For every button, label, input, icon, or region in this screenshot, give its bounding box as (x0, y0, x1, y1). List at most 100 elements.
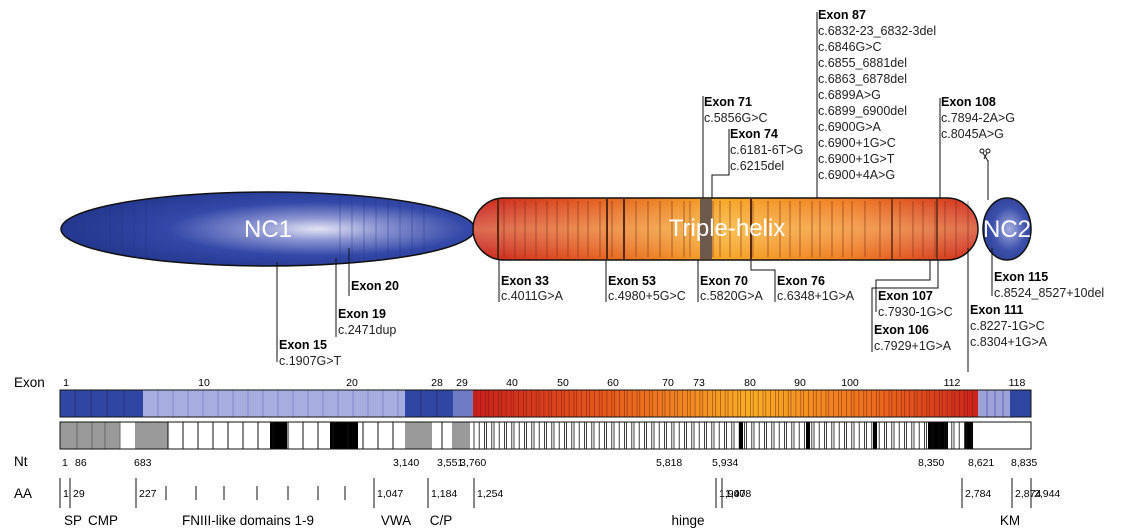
exon-tick-label: 60 (607, 377, 619, 389)
segment-bar (59, 421, 1032, 450)
exon-tick-label: 80 (744, 377, 756, 389)
variant: c.6846G>C (818, 40, 882, 54)
mutation-exon-111: Exon 111 c.8227-1G>C c.8304+1G>A (970, 303, 1048, 349)
exon-label: Exon 19 (338, 307, 386, 321)
mutation-exon-33: Exon 33 c.4011G>A (501, 274, 564, 303)
exon-tick-label: 1 (63, 377, 69, 389)
mutation-exon-71: Exon 71 c.5856G>C (704, 95, 768, 125)
variant: c.8045A>G (941, 127, 1004, 141)
aa-tick-label: 2,784 (965, 488, 991, 500)
variant: c.6855_6881del (818, 56, 907, 70)
exon-label: Exon 87 (818, 8, 866, 22)
exon-tick-labels: 1 10 20 28 29 40 50 60 70 73 80 90 100 112 118 (63, 377, 1025, 389)
variant: c.8304+1G>A (970, 335, 1048, 349)
variant: c.6900+1G>C (818, 136, 896, 150)
variant: c.4980+5G>C (608, 289, 686, 303)
exon-tick-label: 29 (456, 377, 468, 389)
aa-tick-label: 1,978 (725, 488, 751, 500)
exon-label: Exon 33 (501, 274, 549, 288)
aa-tick-label: 1 (63, 488, 69, 500)
variant: c.2471dup (338, 323, 396, 337)
exon-label: Exon 107 (878, 289, 933, 303)
nc2-domain (982, 197, 1032, 261)
variant: c.6348+1G>A (777, 289, 855, 303)
exon-bar (59, 389, 1032, 418)
domain-label: C/P (430, 513, 453, 528)
domain-label: hinge (671, 513, 704, 528)
variant: c.6900G>A (818, 120, 882, 134)
variant: c.1907G>T (279, 354, 342, 368)
exon-row-label: Exon (14, 375, 45, 390)
mutation-exon-106: Exon 106 c.7929+1G>A (874, 323, 952, 353)
exon-tick-label: 73 (693, 377, 705, 389)
variant: c.5856G>C (704, 111, 768, 125)
nt-tick-label: 8,350 (918, 457, 944, 469)
nt-tick-label: 86 (75, 457, 87, 469)
domain-label: CMP (88, 513, 118, 528)
exon-label: Exon 76 (777, 274, 825, 288)
exon-tick-label: 20 (346, 377, 358, 389)
mutation-exon-15: Exon 15 c.1907G>T (279, 338, 342, 368)
variant: c.7894-2A>G (941, 111, 1015, 125)
variant: c.7929+1G>A (874, 339, 952, 353)
nc2-label: NC2 (983, 216, 1031, 243)
exon-label: Exon 15 (279, 338, 327, 352)
nt-tick-label: 1 (62, 457, 68, 469)
mutation-exon-74: Exon 74 c.6181-6T>G c.6215del (730, 127, 803, 173)
exon-tick-label: 112 (944, 377, 961, 389)
mutation-exon-70: Exon 70 c.5820G>A (700, 274, 764, 303)
variant: c.4011G>A (501, 289, 564, 303)
mutation-exon-19: Exon 19 c.2471dup (338, 307, 396, 337)
exon-tick-label: 50 (557, 377, 569, 389)
aa-tick-label: 2,874 (1015, 488, 1041, 500)
aa-tick-label: 1,254 (477, 488, 503, 500)
variant: c.6215del (730, 159, 784, 173)
aa-tick-label: 1,940 (719, 488, 745, 500)
variant: c.6900+1G>T (818, 152, 895, 166)
nt-tick-label: 3,140 (393, 457, 419, 469)
aa-tick-label: 227 (139, 488, 157, 500)
exon-label: Exon 115 (994, 270, 1048, 284)
exon-label: Exon 70 (700, 274, 748, 288)
leader-lines (276, 12, 993, 372)
domain-label: KM (1000, 513, 1020, 528)
aa-tick-label: 1,184 (431, 488, 457, 500)
exon-label: Exon 53 (608, 274, 656, 288)
exon-label: Exon 111 (970, 303, 1024, 317)
exon-label: Exon 74 (730, 127, 778, 141)
scissors-icon (979, 148, 991, 162)
nt-row-label: Nt (14, 454, 28, 469)
exon-label: Exon 108 (941, 95, 996, 109)
exon-label: Exon 71 (704, 95, 752, 109)
exon-tick-label: 118 (1009, 377, 1026, 389)
aa-tick-label: 2,944 (1034, 488, 1060, 500)
exon-label: Exon 20 (351, 279, 399, 293)
aa-tick-label: 1,047 (377, 488, 403, 500)
mutation-exon-107: Exon 107 c.7930-1G>C (878, 289, 953, 319)
variant: c.6863_6878del (818, 72, 907, 86)
variant: c.6900+4A>G (818, 168, 895, 182)
nc1-label: NC1 (244, 216, 292, 243)
variant: c.6899A>G (818, 88, 881, 102)
variant: c.8227-1G>C (970, 319, 1045, 333)
exon-tick-label: 100 (841, 377, 859, 389)
exon-tick-label: 40 (506, 377, 518, 389)
domain-label: VWA (381, 513, 411, 528)
variant: c.5820G>A (700, 289, 764, 303)
aa-tick-label: 29 (73, 488, 85, 500)
exon-tick-label: 10 (198, 377, 210, 389)
nt-tick-label: 8,835 (1011, 457, 1037, 469)
variant: c.6832-23_6832-3del (818, 24, 936, 38)
variant: c.8524_8527+10del (994, 286, 1104, 300)
mutation-exon-76: Exon 76 c.6348+1G>A (777, 274, 855, 303)
variant: c.6181-6T>G (730, 143, 803, 157)
exon-label: Exon 106 (874, 323, 929, 337)
nt-tick-label: 5,818 (656, 457, 682, 469)
exon-tick-label: 70 (662, 377, 674, 389)
exon-tick-label: 28 (431, 377, 443, 389)
variant: c.6899_6900del (818, 104, 907, 118)
mutation-exon-20: Exon 20 (351, 279, 399, 293)
